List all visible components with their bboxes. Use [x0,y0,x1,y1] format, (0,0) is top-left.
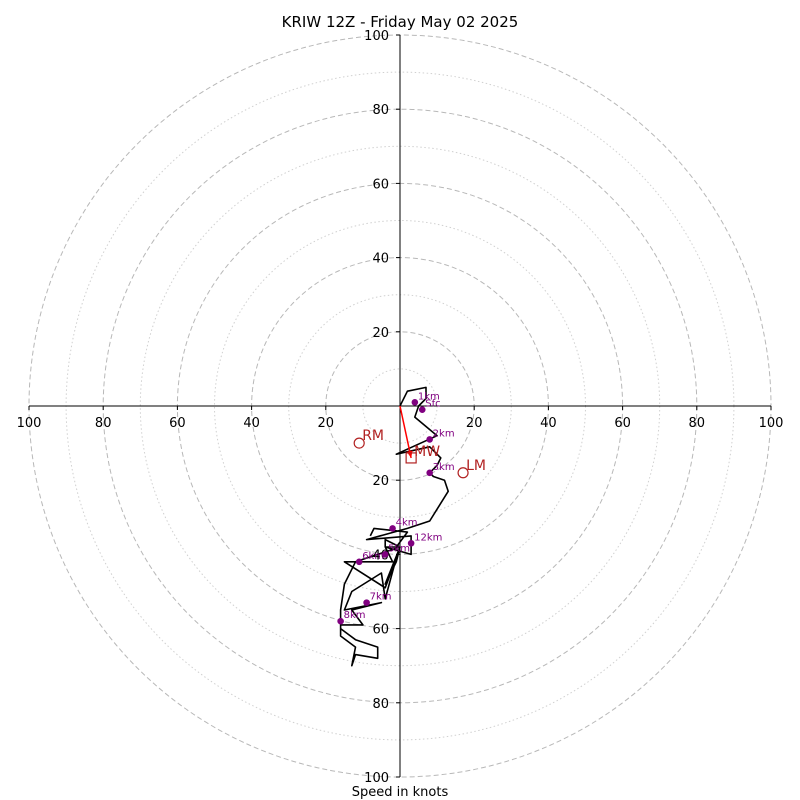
height-label: Sfc [425,399,440,410]
x-tick-label: 40 [540,416,557,431]
y-tick-label: 80 [372,697,389,712]
height-label: 3km [433,462,455,473]
y-tick-label: 80 [372,103,389,118]
x-tick-label: 40 [243,416,260,431]
x-tick-label: 60 [169,416,186,431]
x-tick-label: 20 [318,416,335,431]
storm-motion-markers: RM LM MW [353,428,486,479]
storm-motion-label-rm: RM [362,428,384,444]
y-tick-label: 60 [372,623,389,638]
mean-wind-label: MW [414,444,440,460]
x-axis-label: Speed in knots [352,785,449,800]
storm-motion-label-lm: LM [466,458,486,474]
height-marker [337,617,344,625]
y-tick-label: 100 [364,771,389,786]
shear-vector-line [399,405,412,459]
height-marker [363,599,370,606]
height-marker [426,436,433,443]
wind-trace-line [339,386,450,667]
chart-title: KRIW 12Z - Friday May 02 2025 [282,13,519,31]
height-marker [381,551,389,558]
height-marker [355,558,363,566]
height-label: 2km [433,428,455,439]
shear-vector-arrowhead [406,450,413,458]
height-label: 4km [396,517,418,528]
x-tick-label: 80 [95,416,112,431]
x-tick-label: 20 [466,416,483,431]
height-marker [418,406,426,414]
hodograph-trace [339,386,450,667]
shear-vector [399,405,413,459]
x-tick-label: 100 [17,416,42,431]
storm-motion-marker-lm [457,467,469,479]
x-tick-label: 100 [759,416,784,431]
x-tick-label: 60 [614,416,631,431]
mean-wind-marker [405,452,417,464]
x-tick-label: 80 [689,416,706,431]
height-label: 1km [418,391,440,402]
height-label: 12km [414,532,442,543]
y-tick-label: 100 [364,29,389,44]
y-tick-label: 40 [372,252,389,267]
height-label: 6km [362,551,384,562]
height-marker [407,539,415,547]
height-marker [411,398,419,406]
height-label: 8km [344,610,366,621]
y-tick-label: 20 [372,474,389,489]
y-tick-label: 20 [372,326,389,341]
storm-motion-marker-rm [353,437,365,449]
height-marker [426,469,433,477]
y-tick-label: 60 [372,177,389,192]
height-marker [389,525,396,532]
height-label: 5km [388,543,410,554]
height-label: 7km [370,592,392,603]
axis-ticks: 100 80 60 40 20 20 40 60 80 100100806040202040608… [17,29,784,786]
